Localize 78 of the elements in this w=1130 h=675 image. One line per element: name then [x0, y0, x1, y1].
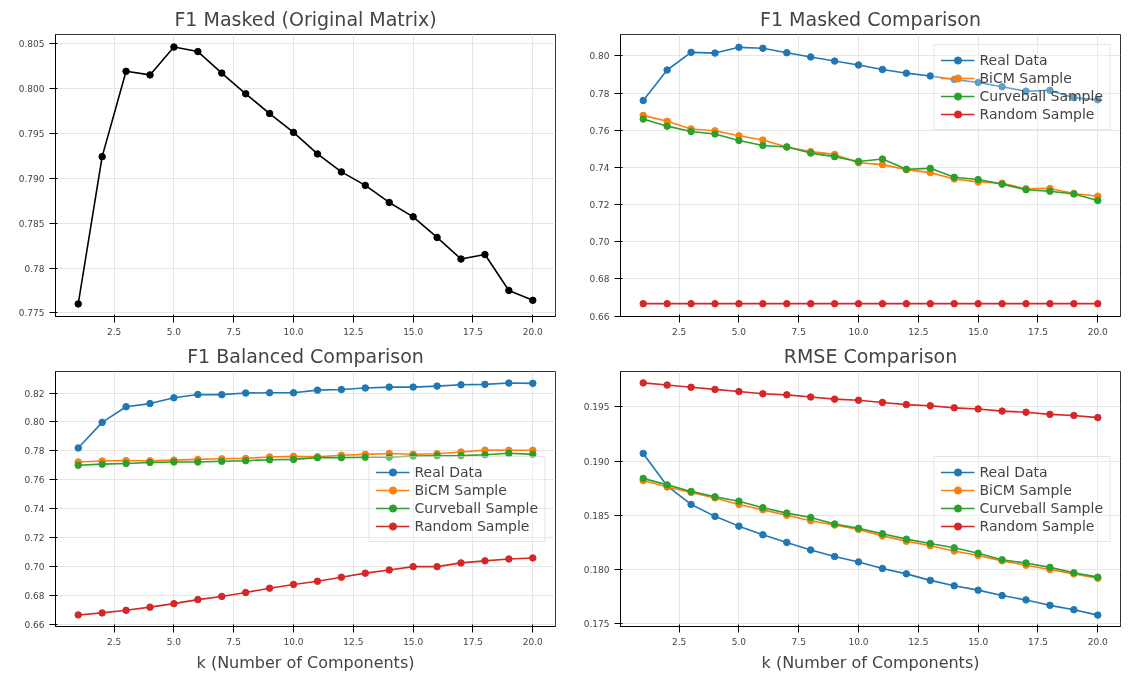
x-tick-label: 5.0 [166, 326, 182, 337]
y-tick-label: 0.76 [589, 125, 610, 136]
y-tick-label: 0.185 [583, 510, 610, 521]
x-tick-label: 7.5 [226, 636, 241, 647]
y-tick-label: 0.76 [24, 475, 45, 486]
y-tick-label: 0.785 [18, 218, 45, 229]
y-tick-label: 0.70 [24, 562, 45, 573]
x-axis-title: k (Number of Components) [761, 652, 980, 672]
x-tick-label: 7.5 [226, 326, 241, 337]
legend-label: Real Data [979, 51, 1048, 69]
y-tick-label: 0.175 [583, 619, 610, 630]
y-tick-label: 0.68 [589, 274, 610, 285]
chart-title: RMSE Comparison [783, 344, 958, 367]
y-tick-label: 0.74 [24, 504, 45, 515]
x-tick-label: 20.0 [1087, 326, 1109, 337]
x-tick-label: 5.0 [731, 326, 747, 337]
legend-label: BiCM Sample [979, 69, 1072, 87]
x-tick-label: 15.0 [968, 326, 989, 337]
y-tick-label: 0.68 [24, 590, 45, 601]
y-tick-label: 0.78 [589, 88, 610, 99]
x-tick-label: 7.5 [791, 636, 806, 647]
legend-label: Random Sample [979, 516, 1095, 535]
x-tick-label: 10.0 [848, 326, 869, 337]
x-axis-title: k (Number of Components) [196, 652, 415, 672]
y-tick-label: 0.790 [18, 173, 45, 184]
x-tick-label: 17.5 [1027, 326, 1048, 337]
x-tick-label: 12.5 [908, 636, 929, 647]
x-tick-label: 17.5 [462, 636, 483, 647]
legend-label: BiCM Sample [414, 480, 507, 499]
x-tick-label: 7.5 [791, 326, 806, 337]
y-tick-label: 0.72 [24, 533, 45, 544]
x-tick-label: 20.0 [1087, 636, 1109, 647]
x-tick-label: 2.5 [671, 636, 687, 647]
y-tick-label: 0.66 [24, 619, 45, 630]
x-tick-label: 10.0 [283, 636, 304, 647]
x-tick-label: 12.5 [343, 636, 364, 647]
y-tick-label: 0.190 [583, 456, 610, 467]
y-tick-label: 0.78 [24, 446, 45, 457]
chart-title: F1 Masked Comparison [760, 7, 981, 30]
y-tick-label: 0.74 [589, 162, 610, 173]
x-tick-label: 20.0 [522, 636, 544, 647]
chart-title: F1 Masked (Original Matrix) [174, 7, 437, 30]
y-tick-label: 0.795 [18, 128, 45, 139]
x-tick-label: 15.0 [968, 636, 989, 647]
x-tick-label: 12.5 [343, 326, 364, 337]
y-tick-label: 0.66 [589, 311, 610, 322]
x-tick-label: 5.0 [166, 636, 182, 647]
x-tick-label: 2.5 [106, 326, 122, 337]
x-tick-label: 5.0 [731, 636, 747, 647]
y-tick-label: 0.72 [589, 200, 610, 211]
x-tick-label: 17.5 [462, 326, 483, 337]
legend-label: Real Data [979, 462, 1048, 481]
y-tick-label: 0.82 [24, 388, 45, 399]
y-tick-label: 0.805 [18, 38, 45, 49]
y-tick-label: 0.800 [18, 83, 45, 94]
x-tick-label: 10.0 [283, 326, 304, 337]
y-tick-label: 0.775 [18, 308, 45, 319]
y-tick-label: 0.180 [583, 565, 610, 576]
x-tick-label: 15.0 [403, 636, 424, 647]
legend-label: Curveball Sample [414, 498, 538, 517]
legend-label: Curveball Sample [979, 498, 1103, 517]
y-tick-label: 0.195 [583, 402, 610, 413]
x-tick-label: 12.5 [908, 326, 929, 337]
legend-label: BiCM Sample [979, 480, 1072, 499]
legend-label: Real Data [414, 462, 483, 481]
legend-label: Random Sample [979, 105, 1095, 123]
y-tick-label: 0.78 [24, 263, 45, 274]
x-tick-label: 2.5 [106, 636, 122, 647]
y-tick-label: 0.80 [24, 417, 45, 428]
y-tick-label: 0.80 [589, 51, 610, 62]
x-tick-label: 10.0 [848, 636, 869, 647]
x-tick-label: 15.0 [403, 326, 424, 337]
x-tick-label: 17.5 [1027, 636, 1048, 647]
chart-title: F1 Balanced Comparison [187, 344, 424, 367]
x-tick-label: 2.5 [671, 326, 687, 337]
y-tick-label: 0.70 [589, 237, 610, 248]
x-tick-label: 20.0 [522, 326, 544, 337]
legend-label: Random Sample [414, 516, 530, 535]
